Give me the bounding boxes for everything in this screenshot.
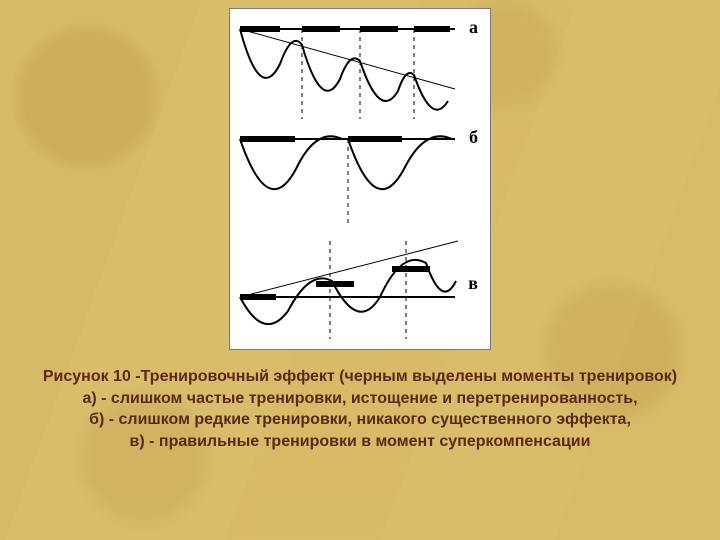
panel-a-trend xyxy=(240,29,455,89)
panel-a-curve xyxy=(240,29,448,110)
caption-line-c: в) - правильные тренировки в момент супе… xyxy=(43,431,677,453)
panel-c: в xyxy=(240,241,478,339)
training-effect-diagram: а б в xyxy=(229,8,491,350)
panel-b-curve xyxy=(240,136,452,189)
panel-b: б xyxy=(240,127,478,224)
panel-a: а xyxy=(240,17,478,119)
panel-a-label: а xyxy=(469,17,478,37)
panel-b-label: б xyxy=(469,127,478,147)
figure-caption: Рисунок 10 -Тренировочный эффект (черным… xyxy=(15,366,705,462)
caption-line-a: а) - слишком частые тренировки, истощени… xyxy=(43,388,677,410)
caption-title: Рисунок 10 -Тренировочный эффект (черным… xyxy=(43,366,677,388)
panel-c-label: в xyxy=(468,273,478,293)
figure-wrap: а б в Рисунок 10 -Тренировочный эффект (… xyxy=(0,0,720,462)
caption-line-b: б) - слишком редкие тренировки, никакого… xyxy=(43,409,677,431)
